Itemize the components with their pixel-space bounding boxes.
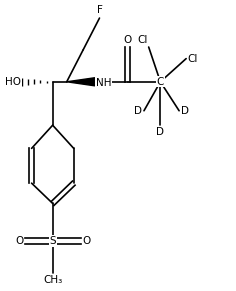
Text: O: O — [82, 236, 90, 246]
Text: HO: HO — [5, 77, 21, 87]
Text: O: O — [15, 236, 23, 246]
Text: D: D — [181, 106, 189, 116]
Text: CH₃: CH₃ — [43, 275, 62, 285]
Text: F: F — [97, 5, 102, 15]
Text: D: D — [156, 127, 164, 137]
Text: O: O — [123, 35, 132, 45]
Text: S: S — [49, 236, 56, 246]
Text: C: C — [157, 77, 164, 87]
Polygon shape — [67, 78, 95, 86]
Text: D: D — [134, 106, 142, 116]
Text: Cl: Cl — [188, 54, 198, 64]
Text: Cl: Cl — [137, 35, 148, 45]
Text: NH: NH — [96, 78, 111, 88]
